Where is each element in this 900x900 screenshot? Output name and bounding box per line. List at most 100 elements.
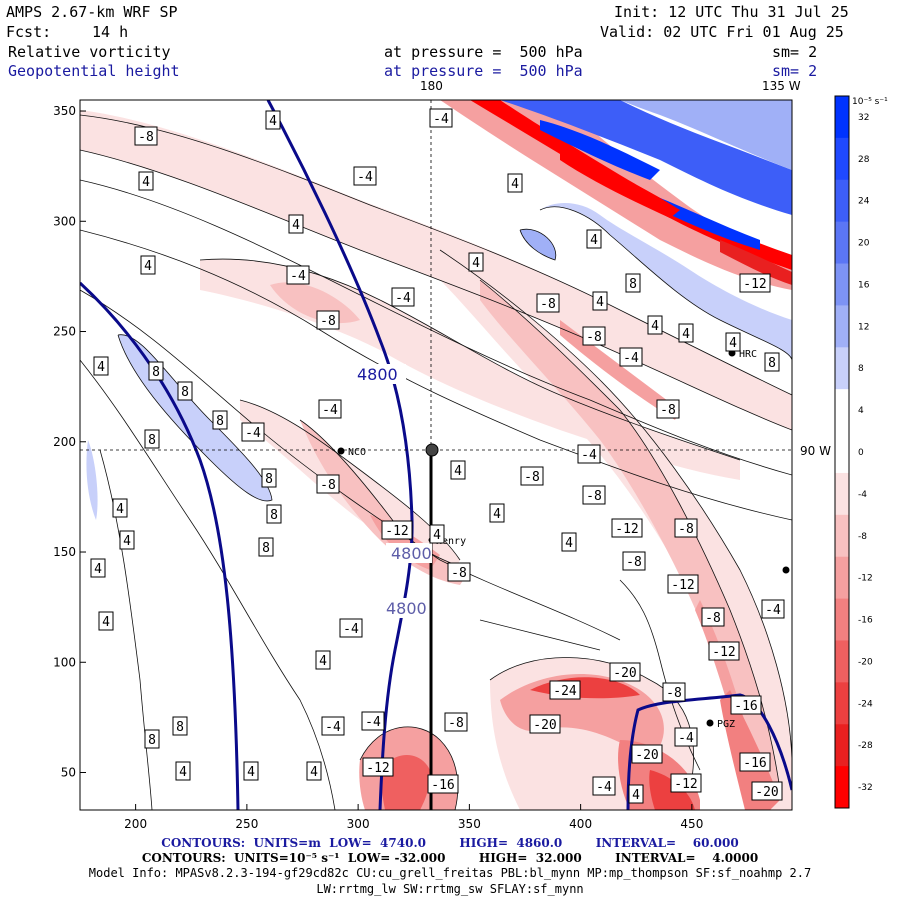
colorbar-tick-label: -12 bbox=[858, 574, 873, 584]
field1-level: at pressure = 500 hPa bbox=[384, 43, 583, 61]
vorticity-label: 8 bbox=[262, 541, 270, 556]
station-dot bbox=[706, 719, 714, 727]
vorticity-label-box bbox=[625, 273, 641, 293]
y-tick-label: 250 bbox=[53, 325, 76, 339]
vorticity-label: 4 bbox=[565, 536, 573, 551]
colorbar-tick-label: -8 bbox=[858, 532, 867, 542]
vorticity-label-box bbox=[622, 551, 646, 571]
vorticity-label-box bbox=[739, 752, 771, 772]
vorticity-label-box bbox=[362, 757, 394, 777]
vorticity-positive-area bbox=[540, 203, 792, 360]
x-axis-ticks: 200 250 300 350 400 450 bbox=[124, 804, 703, 831]
field1-name: Relative vorticity bbox=[8, 43, 171, 61]
vorticity-label: -4 bbox=[325, 720, 341, 735]
colorbar-tick-label: 4 bbox=[858, 406, 864, 416]
vorticity-label-box bbox=[288, 214, 304, 234]
colorbar-swatch bbox=[835, 472, 849, 516]
vorticity-label-box bbox=[549, 680, 581, 700]
y-tick-label: 300 bbox=[53, 214, 76, 228]
vorticity-label-box bbox=[112, 498, 128, 518]
height-label: 4800 bbox=[386, 599, 427, 618]
colorbar-tick-label: 20 bbox=[858, 239, 870, 249]
vorticity-label-box bbox=[489, 503, 505, 523]
vorticity-label-box bbox=[592, 291, 608, 311]
vorticity-label-box bbox=[93, 356, 109, 376]
vorticity-label: -12 bbox=[712, 645, 735, 660]
colorbar-unit: 10⁻⁵ s⁻¹ bbox=[852, 97, 888, 107]
colorbar-swatch bbox=[835, 137, 849, 181]
vorticity-label: 8 bbox=[265, 472, 273, 487]
vorticity-label: -20 bbox=[613, 666, 636, 681]
vorticity-label-box bbox=[429, 524, 445, 544]
vorticity-label-box bbox=[316, 310, 340, 330]
vorticity-label: -8 bbox=[586, 330, 602, 345]
vorticity-label: -8 bbox=[678, 522, 694, 537]
vorticity-label: 4 bbox=[292, 218, 300, 233]
vorticity-label: 4 bbox=[319, 654, 327, 669]
vorticity-label: 4 bbox=[123, 534, 131, 549]
vorticity-label: 4 bbox=[493, 507, 501, 522]
vorticity-label: 8 bbox=[176, 720, 184, 735]
vorticity-label: -12 bbox=[743, 277, 766, 292]
vorticity-label: -4 bbox=[623, 351, 639, 366]
vorticity-label: -12 bbox=[674, 777, 697, 792]
vorticity-label: 8 bbox=[216, 414, 224, 429]
vorticity-label-box bbox=[138, 171, 154, 191]
vorticity-label-box bbox=[670, 773, 702, 793]
x-tick-label: 400 bbox=[569, 817, 592, 831]
colorbar-swatch bbox=[835, 347, 849, 390]
vorticity-label: 4 bbox=[269, 114, 277, 129]
vorticity-positive-area bbox=[620, 100, 792, 170]
vorticity-label: 8 bbox=[148, 433, 156, 448]
vorticity-label: -20 bbox=[533, 718, 556, 733]
vorticity-label: 8 bbox=[148, 733, 156, 748]
vorticity-label-box bbox=[261, 468, 277, 488]
height-labels: 4800 4800 4800 bbox=[352, 364, 432, 618]
vorticity-label-box bbox=[212, 410, 228, 430]
field2-smoothing: sm= 2 bbox=[772, 62, 818, 80]
vorticity-label: -4 bbox=[596, 780, 612, 795]
vorticity-label-box bbox=[177, 381, 193, 401]
colorbar-frame bbox=[834, 95, 850, 809]
vorticity-label: -8 bbox=[451, 566, 467, 581]
vorticity-label: 4 bbox=[454, 464, 462, 479]
vorticity-label-box bbox=[631, 744, 663, 764]
forecast-label: Fcst: bbox=[6, 23, 52, 41]
vorticity-label: 4 bbox=[596, 295, 604, 310]
vorticity-positive-area bbox=[500, 100, 792, 215]
south-pole-marker bbox=[425, 443, 439, 457]
vorticity-negative-area bbox=[80, 110, 792, 430]
station-label-hrc: HRC bbox=[739, 349, 757, 360]
vorticity-label: 4 bbox=[179, 765, 187, 780]
colorbar-tick-label: 32 bbox=[858, 113, 869, 123]
vorticity-label-box bbox=[391, 287, 415, 307]
station-label-pgz: PGZ bbox=[717, 719, 735, 730]
colorbar-tick-label: -24 bbox=[858, 699, 873, 709]
vorticity-label: 4 bbox=[144, 259, 152, 274]
vorticity-label-box bbox=[361, 711, 385, 731]
vorticity-label: -8 bbox=[660, 403, 676, 418]
vorticity-label-box bbox=[667, 574, 699, 594]
lon-label-135w: 135 W bbox=[762, 79, 801, 93]
vorticity-label-box bbox=[144, 429, 160, 449]
vorticity-label: -12 bbox=[385, 524, 408, 539]
vorticity-label-box bbox=[592, 776, 616, 796]
vorticity-label: 4 bbox=[247, 765, 255, 780]
height-label: 4800 bbox=[357, 365, 398, 384]
colorbar-swatch bbox=[835, 96, 849, 139]
footer-physics-info: LW:rrtmg_lw SW:rrtmg_sw SFLAY:sf_mynn bbox=[316, 882, 584, 896]
vorticity-label: -4 bbox=[365, 715, 381, 730]
vorticity-label-box bbox=[175, 761, 191, 781]
vorticity-label-box bbox=[243, 761, 259, 781]
vorticity-label: -8 bbox=[320, 314, 336, 329]
x-tick-label: 300 bbox=[347, 817, 370, 831]
vorticity-label-box bbox=[730, 695, 762, 715]
vorticity-label: 8 bbox=[152, 365, 160, 380]
height-label: 4800 bbox=[391, 544, 432, 563]
vorticity-label-box bbox=[674, 727, 698, 747]
colorbar-tick-label: 16 bbox=[858, 280, 870, 290]
vorticity-label: 4 bbox=[310, 765, 318, 780]
colorbar-tick-label: -20 bbox=[858, 657, 873, 667]
vorticity-label-box bbox=[315, 650, 331, 670]
footer-height-contours: CONTOURS: UNITS=m LOW= 4740.0 HIGH= 4860… bbox=[161, 836, 739, 850]
